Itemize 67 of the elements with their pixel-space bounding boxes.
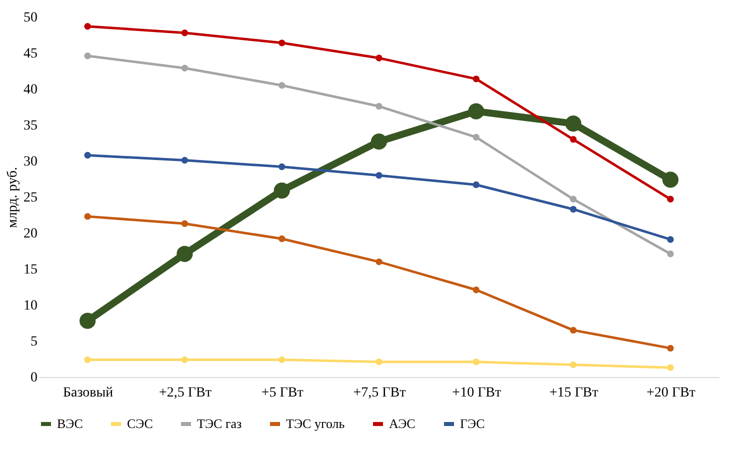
legend-label: ТЭС газ <box>197 416 242 431</box>
y-axis-title: млрд. руб. <box>6 166 20 228</box>
x-tick-label: +2,5 ГВт <box>158 386 212 400</box>
point <box>472 358 480 366</box>
point <box>667 236 674 243</box>
y-tick-label: 20 <box>24 226 38 242</box>
point <box>570 136 577 143</box>
point <box>472 181 480 188</box>
point <box>80 312 96 329</box>
x-tick-label: +7,5 ГВт <box>353 386 406 400</box>
point <box>278 163 286 170</box>
point <box>376 358 382 366</box>
point <box>662 172 678 188</box>
point <box>84 52 91 60</box>
point <box>181 356 188 364</box>
point <box>570 361 577 368</box>
point <box>84 152 91 159</box>
point <box>376 258 382 266</box>
point <box>376 172 382 179</box>
point <box>278 82 286 89</box>
point <box>278 356 286 364</box>
y-tick-label: 50 <box>24 10 38 26</box>
point <box>278 40 286 46</box>
x-tick-label: +10 ГВт <box>452 386 502 400</box>
legend-label: ТЭС уголь <box>286 416 345 431</box>
point <box>84 213 91 220</box>
point <box>274 182 290 199</box>
legend-label: АЭС <box>389 416 416 431</box>
point <box>370 134 388 150</box>
y-tick-label: 25 <box>24 190 38 206</box>
point <box>468 103 484 120</box>
point <box>667 364 674 371</box>
point <box>667 196 674 203</box>
point <box>472 286 480 294</box>
x-tick-label: +5 ГВт <box>261 386 304 400</box>
legend-label: ГЭС <box>460 416 485 431</box>
point <box>472 134 480 141</box>
y-tick-label: 35 <box>24 118 38 134</box>
point <box>376 102 382 110</box>
point <box>278 235 286 242</box>
point <box>667 250 674 258</box>
point <box>472 76 480 82</box>
point <box>181 64 188 72</box>
y-tick-label: 30 <box>24 154 38 170</box>
y-tick-label: 0 <box>30 370 38 386</box>
y-tick-label: 40 <box>24 82 38 98</box>
point <box>181 29 188 36</box>
point <box>176 246 193 262</box>
point <box>84 356 91 364</box>
legend-label: СЭС <box>127 416 153 431</box>
point <box>376 54 382 62</box>
x-tick-label: Базовый <box>62 386 114 400</box>
y-tick-label: 15 <box>24 262 38 278</box>
point <box>570 326 577 334</box>
x-tick-label: +15 ГВт <box>549 386 598 400</box>
legend-label: ВЭС <box>57 416 83 431</box>
y-tick-label: 45 <box>24 46 38 62</box>
y-tick-label: 5 <box>30 334 38 350</box>
point <box>181 220 188 227</box>
point <box>181 156 188 164</box>
point <box>570 206 577 213</box>
point <box>565 116 582 132</box>
y-tick-label: 10 <box>24 298 38 314</box>
point <box>570 196 577 203</box>
x-tick-label: +20 ГВт <box>646 386 696 400</box>
point <box>667 344 674 352</box>
point <box>84 23 91 30</box>
